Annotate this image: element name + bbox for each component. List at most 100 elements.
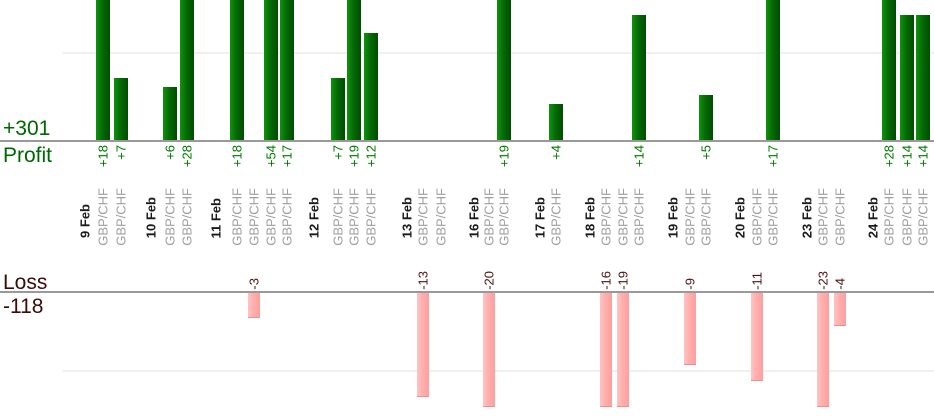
loss-value-label: -23 [815,271,831,290]
date-label: 12 Feb [306,196,322,238]
loss-bar [684,293,696,365]
loss-value-label: -4 [832,278,847,290]
loss-bar [416,293,429,397]
pair-label: GBP/CHF [246,188,262,246]
profit-value-label: +17 [279,145,294,168]
profit-bar [899,15,914,140]
date-label: 13 Feb [399,196,415,238]
profit-bar [279,0,294,140]
profit-value-label: +14 [899,145,914,168]
pair-label: GBP/CHF [915,188,931,246]
profit-value-label: +7 [330,145,346,160]
profit-bar [347,0,361,140]
date-label: 20 Feb [732,196,748,238]
loss-value-label: -20 [481,271,497,290]
pair-label: GBP/CHF [113,188,128,246]
profit-bar [331,78,345,140]
pair-label: GBP/CHF [765,188,780,246]
pair-label: GBP/CHF [346,188,362,246]
pair-label: GBP/CHF [749,188,765,246]
pair-label: GBP/CHF [698,188,714,246]
profit-value-label: +4 [548,145,563,160]
date-label: 18 Feb [582,196,598,238]
profit-value-label: +17 [765,145,780,168]
profit-value-label: +12 [363,145,378,168]
loss-bar [483,293,495,407]
profit-bar [699,95,713,140]
date-label: 11 Feb [208,197,224,238]
loss-value-label: -3 [246,278,262,290]
loss-bar [751,293,763,381]
profit-value-label: +19 [346,145,362,168]
loss-bar [599,293,612,407]
pair-label: GBP/CHF [881,188,897,246]
profit-bar [229,0,244,140]
loss-total-label: -118 [3,295,44,318]
profit-bar [95,0,110,140]
pair-label: GBP/CHF [279,188,294,246]
pair-label: GBP/CHF [682,188,698,246]
profit-bar [497,0,511,140]
profit-value-label: +19 [496,145,512,168]
profit-value-label: +18 [229,145,244,168]
pair-label: GBP/CHF [548,188,563,246]
loss-bar [248,293,260,318]
profit-bar [113,78,128,140]
profit-bar [882,0,896,140]
profit-bar [765,0,780,140]
profit-value-label: +28 [881,145,897,168]
pair-label: GBP/CHF [631,188,646,246]
profit-value-label: +6 [162,145,177,160]
profit-axis-title: Profit [3,144,53,167]
pair-label: GBP/CHF [598,188,613,246]
date-label: 10 Feb [143,196,159,238]
loss-value-label: -13 [415,271,430,290]
profit-total-label: +301 [3,117,51,140]
pair-label: GBP/CHF [433,188,449,246]
pair-label: GBP/CHF [179,188,194,246]
pair-label: GBP/CHF [162,188,177,246]
profit-value-label: +5 [698,145,714,160]
pair-label: GBP/CHF [330,188,346,246]
profit-bar [363,33,378,140]
pair-label: GBP/CHF [415,188,430,246]
loss-bar [817,293,829,407]
loss-value-label: -16 [598,271,613,290]
pair-label: GBP/CHF [363,188,378,246]
profit-value-label: +18 [95,145,110,168]
loss-gridline [63,370,934,372]
loss-bar [833,293,846,326]
pair-label: GBP/CHF [815,188,831,246]
pair-label: GBP/CHF [95,188,110,246]
profit-bar [263,0,278,140]
profit-value-label: +7 [113,145,128,160]
date-label: 23 Feb [799,196,815,238]
profit-value-label: +14 [631,145,646,168]
profit-bar [179,0,194,140]
loss-value-label: -11 [749,272,765,290]
date-label: 16 Feb [466,196,482,238]
pair-label: GBP/CHF [481,188,497,246]
date-label: 24 Feb [865,196,881,238]
loss-axis-line [0,291,934,293]
profit-bar [631,15,646,140]
pair-label: GBP/CHF [229,188,244,246]
date-label: 9 Feb [77,204,93,238]
date-label: 19 Feb [665,196,681,238]
profit-axis-line [0,140,934,142]
profit-bar [916,15,930,140]
date-label: 17 Feb [532,196,548,238]
pair-label: GBP/CHF [832,188,847,246]
pair-label: GBP/CHF [615,188,630,246]
loss-value-label: -9 [682,278,698,290]
loss-value-label: -19 [615,271,630,290]
pair-label: GBP/CHF [899,188,914,246]
profit-bar [162,87,177,140]
loss-bar [616,293,629,407]
profit-value-label: +14 [915,145,931,168]
profit-value-label: +54 [263,145,278,168]
pair-label: GBP/CHF [496,188,512,246]
pair-label: GBP/CHF [263,188,278,246]
profit-bar [548,104,563,140]
